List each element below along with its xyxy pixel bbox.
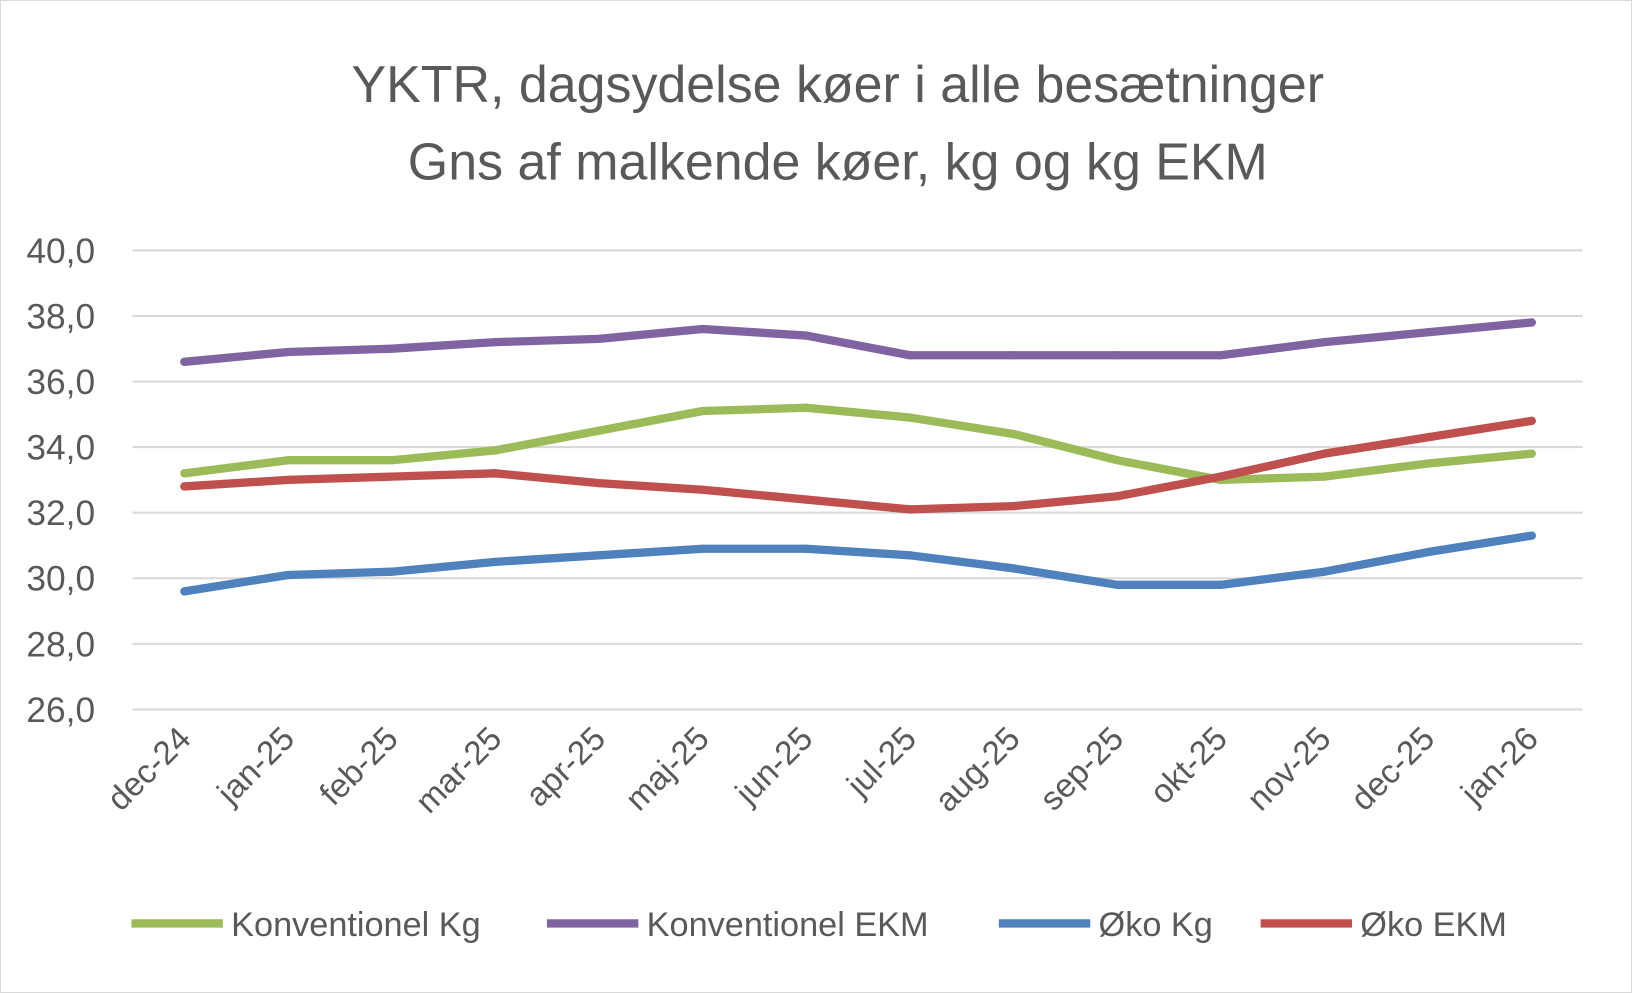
legend-label: Konventionel EKM <box>647 906 929 944</box>
data-point <box>491 557 500 567</box>
data-point <box>1216 351 1225 360</box>
data-point <box>698 324 707 334</box>
data-point <box>1320 337 1329 347</box>
series-line-1 <box>180 318 1536 366</box>
x-tick-label: sep-25 <box>1033 720 1131 818</box>
legend-item: Konventionel EKM <box>546 906 929 944</box>
data-point <box>387 472 396 481</box>
data-point <box>802 544 811 553</box>
series-line-0 <box>180 403 1536 485</box>
data-point <box>180 469 189 478</box>
chart-title-line-1: YKTR, dagsydelse køer i alle besætninger <box>352 56 1325 114</box>
data-point <box>1009 429 1018 439</box>
data-point <box>491 337 500 347</box>
data-point <box>698 544 707 553</box>
data-point <box>283 570 293 580</box>
x-tick-label: apr-25 <box>519 720 613 814</box>
legend-item: Øko Kg <box>998 906 1213 944</box>
legend-item: Øko EKM <box>1260 906 1507 944</box>
data-point <box>802 331 811 340</box>
chart-title-line-2: Gns af malkende køer, kg og kg EKM <box>408 134 1268 192</box>
data-point <box>905 551 915 560</box>
data-point <box>1009 564 1018 573</box>
data-point <box>698 485 707 494</box>
y-tick-label: 32,0 <box>26 494 95 533</box>
data-point <box>1423 433 1433 442</box>
data-point <box>594 479 604 488</box>
data-point <box>1216 580 1225 589</box>
legend-item: Konventionel Kg <box>131 906 481 944</box>
data-point <box>1320 567 1329 576</box>
data-point <box>1527 416 1536 426</box>
legend-label: Konventionel Kg <box>231 906 481 944</box>
x-tick-label: jan-26 <box>1453 720 1545 812</box>
data-point <box>1113 580 1122 589</box>
y-tick-label: 28,0 <box>26 625 95 664</box>
data-point <box>180 357 189 366</box>
data-point <box>594 426 604 435</box>
x-tick-label: dec-25 <box>1344 720 1442 818</box>
x-tick-label: okt-25 <box>1143 720 1234 811</box>
data-point <box>1216 472 1225 481</box>
data-point <box>1527 318 1536 327</box>
series-line-3 <box>180 416 1536 514</box>
data-point <box>180 587 189 596</box>
data-point <box>802 403 811 412</box>
x-tick-label: nov-25 <box>1240 720 1338 818</box>
data-point <box>387 567 396 576</box>
data-point <box>387 344 396 353</box>
data-point <box>594 551 604 560</box>
data-point <box>1423 459 1433 468</box>
x-tick-label: feb-25 <box>313 720 406 813</box>
y-tick-label: 40,0 <box>26 232 95 271</box>
data-point <box>1113 456 1122 465</box>
data-point <box>491 469 500 478</box>
data-point <box>698 406 707 416</box>
y-tick-label: 38,0 <box>26 297 95 336</box>
data-point <box>1009 501 1018 511</box>
data-point <box>283 475 293 485</box>
data-point <box>283 347 293 357</box>
data-point <box>802 495 811 504</box>
x-tick-label: jan-25 <box>210 720 302 812</box>
x-tick-label: maj-25 <box>619 720 717 818</box>
data-point <box>283 456 293 465</box>
data-point <box>491 446 500 455</box>
data-point <box>905 505 915 514</box>
data-point <box>905 413 915 422</box>
y-tick-label: 34,0 <box>26 429 95 468</box>
y-tick-label: 36,0 <box>26 363 95 402</box>
series-line-2 <box>180 531 1536 596</box>
data-point <box>1113 351 1122 360</box>
y-tick-label: 26,0 <box>26 691 95 730</box>
data-point <box>180 482 189 491</box>
legend-label: Øko Kg <box>1099 906 1213 944</box>
data-point <box>387 456 396 465</box>
data-point <box>1320 449 1329 458</box>
data-point <box>1527 531 1536 540</box>
x-tick-label: aug-25 <box>928 720 1027 819</box>
legend-label: Øko EKM <box>1360 906 1507 944</box>
data-point <box>905 351 915 360</box>
x-tick-label: jun-25 <box>728 720 820 812</box>
data-point <box>594 334 604 344</box>
data-point <box>1320 472 1329 481</box>
data-point <box>1423 328 1433 337</box>
x-tick-label: dec-24 <box>100 720 198 818</box>
data-point <box>1009 351 1018 360</box>
data-point <box>1113 492 1122 501</box>
data-point <box>1527 449 1536 458</box>
y-tick-label: 30,0 <box>26 560 95 599</box>
x-tick-label: jul-25 <box>840 720 924 804</box>
x-tick-label: mar-25 <box>409 720 510 821</box>
data-point <box>1423 547 1433 557</box>
